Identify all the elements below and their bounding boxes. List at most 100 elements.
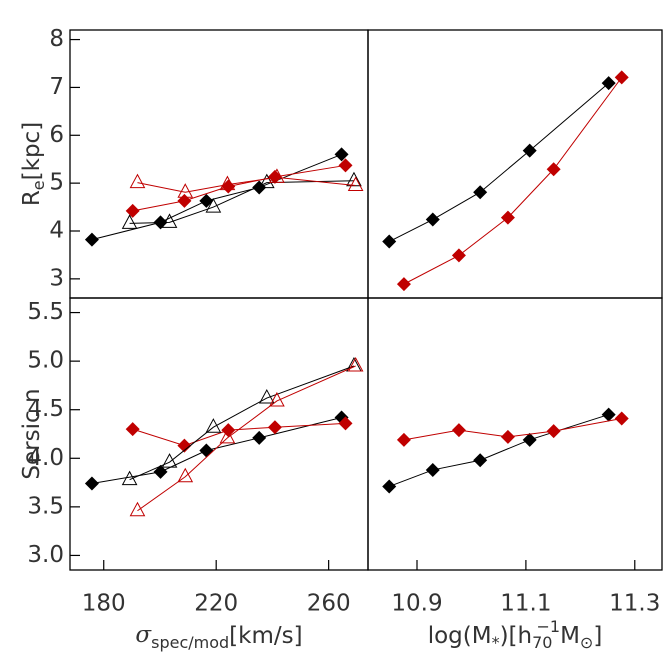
y-tick-label: 7: [49, 74, 64, 100]
series-line: [137, 365, 356, 512]
diamond-marker: [396, 432, 411, 447]
diamond-marker: [546, 424, 561, 439]
triangle-marker: [121, 470, 138, 486]
panel-frame: [69, 29, 369, 299]
triangle-marker: [347, 176, 364, 192]
diamond-marker: [84, 476, 99, 491]
axis-label-part: e: [29, 180, 48, 190]
diamond-marker: [221, 423, 236, 438]
y-tick-label: 5: [49, 170, 64, 196]
series-line: [389, 82, 609, 242]
diamond-marker: [500, 210, 515, 225]
triangle-marker: [347, 356, 364, 372]
diamond-marker: [177, 438, 192, 453]
axis-label-part: R: [19, 190, 45, 206]
diamond-marker: [522, 432, 537, 447]
triangle-marker: [161, 453, 178, 468]
y-tick-label: 3: [49, 265, 64, 291]
triangle-marker: [219, 175, 236, 191]
diamond-marker: [382, 234, 397, 249]
triangle-marker: [258, 389, 275, 404]
axis-label-part: σ: [135, 622, 152, 648]
triangle-marker: [219, 428, 236, 444]
diamond-marker: [267, 420, 282, 435]
diamond-marker: [451, 248, 466, 263]
axis-label: σspec/mod[km/s]: [135, 622, 302, 652]
diamond-marker: [382, 479, 397, 494]
diamond-marker: [334, 147, 349, 162]
y-tick-label: 4.0: [27, 445, 64, 471]
diamond-marker: [396, 277, 411, 292]
triangle-marker: [177, 467, 194, 483]
triangle-marker: [177, 183, 194, 198]
y-tick-label: 4: [49, 218, 64, 244]
series-line: [389, 414, 609, 487]
series-line: [91, 153, 342, 241]
axis-label-part: *: [492, 633, 500, 652]
axis-label: Sersic n: [19, 388, 45, 479]
panel-frame: [367, 297, 663, 571]
panel-frame: [367, 29, 663, 299]
axis-label: Re[kpc]: [19, 122, 48, 206]
triangle-marker: [121, 214, 138, 229]
diamond-marker: [451, 423, 466, 438]
diamond-marker: [425, 462, 440, 477]
diamond-marker: [252, 180, 267, 195]
x-tick-label: 180: [82, 591, 126, 617]
x-tick-label: 220: [194, 591, 238, 617]
diamond-marker: [425, 212, 440, 227]
axis-label: log(M*)[h70−1M⊙]: [428, 617, 603, 652]
axis-label-part: [kpc]: [19, 122, 45, 181]
axis-label-part: 70: [532, 633, 552, 652]
axis-label-part: log(M: [428, 623, 492, 649]
panel-frame: [69, 297, 369, 571]
diamond-marker: [614, 70, 629, 85]
diamond-marker: [338, 158, 353, 173]
y-tick-label: 5.5: [27, 299, 64, 325]
diamond-marker: [84, 232, 99, 247]
series-line: [129, 365, 355, 481]
axis-label-part: )[h: [500, 623, 533, 649]
y-tick-label: 4.5: [27, 396, 64, 422]
series-line: [137, 176, 356, 193]
triangle-marker: [129, 173, 146, 189]
triangle-marker: [129, 501, 146, 517]
x-tick-label: 260: [307, 591, 351, 617]
diamond-marker: [473, 185, 488, 200]
triangle-marker: [161, 213, 178, 228]
triangle-marker: [205, 418, 222, 433]
axis-label-part: ⊙: [580, 633, 593, 652]
axis-label-part: M: [560, 623, 580, 649]
diamond-marker: [125, 203, 140, 218]
y-tick-label: 6: [49, 122, 64, 148]
diamond-marker: [338, 416, 353, 431]
y-tick-label: 5.0: [27, 348, 64, 374]
axis-label-part: ]: [593, 623, 602, 649]
y-tick-label: 3.5: [27, 493, 64, 519]
axis-label-part: [km/s]: [229, 623, 302, 649]
diamond-marker: [252, 430, 267, 445]
y-tick-label: 3.0: [27, 542, 64, 568]
triangle-marker: [205, 198, 222, 213]
diamond-marker: [522, 143, 537, 158]
diamond-marker: [199, 443, 214, 458]
axis-label-part: spec/mod: [151, 633, 229, 652]
diamond-marker: [199, 193, 214, 208]
diamond-marker: [546, 162, 561, 177]
x-tick-label: 10.9: [391, 591, 442, 617]
axis-label-part: −1: [536, 617, 560, 636]
series-line: [129, 180, 354, 224]
x-tick-label: 11.3: [609, 591, 660, 617]
y-tick-label: 8: [49, 26, 64, 52]
diamond-marker: [500, 429, 515, 444]
diamond-marker: [473, 453, 488, 468]
triangle-marker: [269, 391, 285, 407]
diamond-marker: [614, 411, 629, 426]
diamond-marker: [125, 422, 140, 437]
series-line: [403, 77, 623, 285]
axis-label-part: Sersic n: [19, 388, 45, 479]
diamond-marker: [153, 464, 168, 479]
diamond-marker: [601, 407, 616, 422]
diamond-marker: [601, 76, 616, 91]
